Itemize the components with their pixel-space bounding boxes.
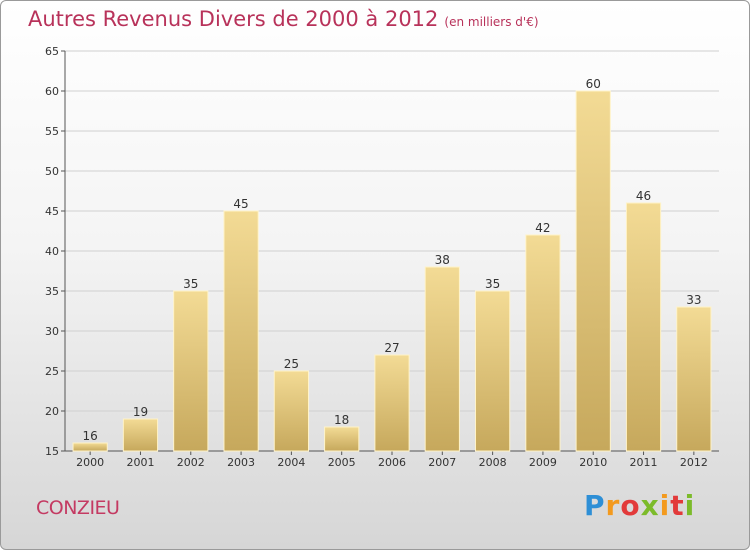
commune-name: CONZIEU (36, 497, 120, 519)
proxiti-logo: Proxiti (584, 489, 696, 522)
bar-value-label: 46 (636, 189, 651, 203)
y-tick-label: 25 (45, 365, 59, 378)
bar-value-label: 60 (586, 77, 601, 91)
y-tick-label: 55 (45, 125, 59, 138)
bar-value-label: 25 (284, 357, 299, 371)
bar-value-label: 18 (334, 413, 349, 427)
y-tick-label: 35 (45, 285, 59, 298)
bar-2005 (324, 426, 360, 452)
x-tick-label: 2010 (579, 456, 607, 469)
x-tick-label: 2008 (479, 456, 507, 469)
bar-2009 (525, 234, 561, 452)
y-tick-label: 45 (45, 205, 59, 218)
x-tick-label: 2005 (328, 456, 356, 469)
x-tick-label: 2000 (76, 456, 104, 469)
bar-value-label: 35 (183, 277, 198, 291)
bar-value-label: 38 (435, 253, 450, 267)
x-tick-label: 2004 (277, 456, 305, 469)
x-tick-label: 2011 (630, 456, 658, 469)
x-tick-label: 2002 (177, 456, 205, 469)
bar-2012 (676, 306, 712, 452)
x-tick-label: 2009 (529, 456, 557, 469)
x-tick-label: 2007 (428, 456, 456, 469)
y-tick-label: 60 (45, 85, 59, 98)
y-tick-label: 40 (45, 245, 59, 258)
bar-2008 (475, 290, 511, 452)
y-tick-label: 15 (45, 445, 59, 458)
chart-title-text: Autres Revenus Divers de 2000 à 2012 (28, 7, 439, 31)
bar-value-label: 35 (485, 277, 500, 291)
x-tick-label: 2003 (227, 456, 255, 469)
bar-value-label: 42 (535, 221, 550, 235)
bar-2001 (122, 418, 159, 452)
bar-2011 (625, 202, 662, 452)
bar-value-label: 33 (686, 293, 701, 307)
chart-title: Autres Revenus Divers de 2000 à 2012 (en … (28, 7, 539, 31)
bars (72, 90, 712, 452)
bar-2000 (72, 442, 108, 452)
bar-value-label: 16 (83, 429, 98, 443)
y-tick-label: 50 (45, 165, 59, 178)
bar-2010 (575, 90, 611, 452)
bar-2004 (273, 370, 309, 452)
x-tick-label: 2012 (680, 456, 708, 469)
bar-value-label: 19 (133, 405, 148, 419)
y-tick-label: 65 (45, 45, 59, 58)
labels: 15 20 25 30 35 40 45 50 55 60 65 16 2000 19 2001 35 2002… (45, 45, 708, 469)
bar-2003 (223, 210, 259, 452)
bar-2007 (424, 266, 460, 452)
bar-value-label: 45 (233, 197, 248, 211)
x-tick-label: 2001 (126, 456, 154, 469)
y-tick-label: 30 (45, 325, 59, 338)
bar-2006 (374, 354, 410, 452)
y-tick-label: 20 (45, 405, 59, 418)
bar-value-label: 27 (384, 341, 399, 355)
x-tick-label: 2006 (378, 456, 406, 469)
bar-2002 (173, 290, 209, 452)
chart-subtitle: (en milliers d'€) (444, 15, 539, 29)
